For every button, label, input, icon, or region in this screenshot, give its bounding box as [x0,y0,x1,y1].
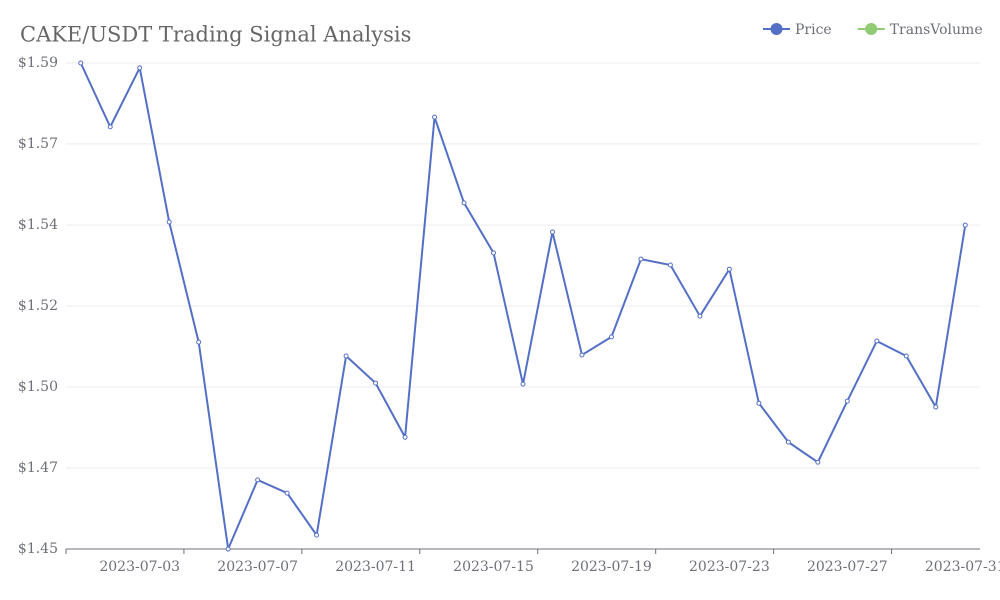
legend-label: Price [795,22,832,38]
point [196,339,202,345]
point [255,477,261,483]
point [137,65,143,71]
y-tick-label: $1.45 [18,541,58,557]
point [874,338,880,344]
x-tick-label: 2023-07-07 [217,559,298,575]
y-tick-label: $1.52 [18,298,58,314]
y-tick-label: $1.59 [18,55,58,71]
point [284,490,290,496]
point [520,381,526,387]
point [726,266,732,272]
legend-icon [865,23,878,35]
point [933,404,939,410]
point [166,219,172,225]
x-tick-label: 2023-07-11 [335,559,416,575]
point [402,434,408,440]
point [697,313,703,319]
y-tick-label: $1.47 [18,460,58,476]
y-tick-label: $1.57 [18,136,58,152]
point [225,546,231,552]
legend-label: TransVolume [890,22,983,38]
y-tick-label: $1.50 [18,379,58,395]
x-tick-label: 2023-07-23 [689,559,770,575]
x-tick-label: 2023-07-31 [925,559,1000,575]
point [343,353,349,359]
point [314,532,320,538]
point [608,334,614,340]
point [78,60,84,66]
point [667,262,673,268]
y-tick-label: $1.54 [18,217,58,233]
point [844,398,850,404]
point [756,400,762,406]
x-tick-label: 2023-07-03 [99,559,180,575]
point [962,222,968,228]
point [579,352,585,358]
x-tick-label: 2023-07-27 [807,559,888,575]
point [785,439,791,445]
point [461,200,467,206]
point [373,380,379,386]
point [903,353,909,359]
x-tick-label: 2023-07-19 [571,559,652,575]
point [815,459,821,465]
x-tick-label: 2023-07-15 [453,559,534,575]
point [549,229,555,235]
legend-icon [770,23,783,35]
point [638,256,644,262]
chart-title: CAKE/USDT Trading Signal Analysis [20,23,411,47]
point [432,114,438,120]
point [491,250,497,256]
point [107,124,113,130]
